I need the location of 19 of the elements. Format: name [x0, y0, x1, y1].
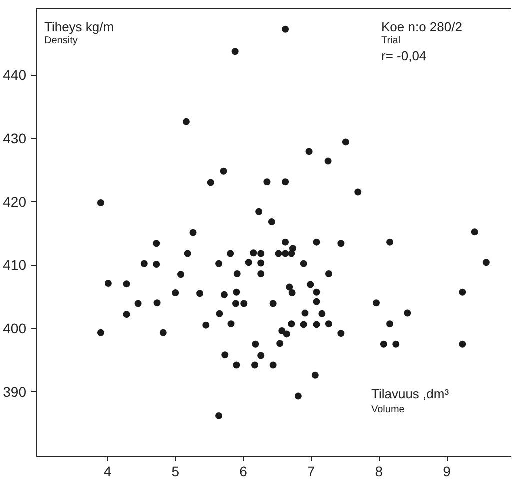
y-tick-label: 390 — [3, 384, 27, 400]
y-axis-title: Tiheys kg/m — [44, 20, 114, 34]
annotation: Density — [44, 36, 78, 46]
x-tick-label: 8 — [375, 464, 384, 479]
annotation: Trial — [382, 36, 401, 46]
x-tick-label: 9 — [443, 464, 452, 479]
x-axis-title: Tilavuus ,dm³ — [372, 386, 450, 402]
annotation: Volume — [372, 404, 406, 416]
x-tick-label: 5 — [172, 464, 180, 479]
x-tick-label: 4 — [104, 464, 112, 479]
x-tick-label: 6 — [240, 464, 248, 479]
y-tick-label: 420 — [3, 194, 27, 210]
x-tick-label: 7 — [307, 464, 316, 479]
y-tick-label: 410 — [3, 257, 27, 274]
annotation: r= -0,04 — [382, 48, 427, 64]
annotation: Koe n:o 280/2 — [382, 20, 462, 34]
y-tick-label: 400 — [3, 320, 27, 336]
y-tick-label: 430 — [3, 130, 27, 146]
y-tick-label: 440 — [3, 67, 27, 84]
